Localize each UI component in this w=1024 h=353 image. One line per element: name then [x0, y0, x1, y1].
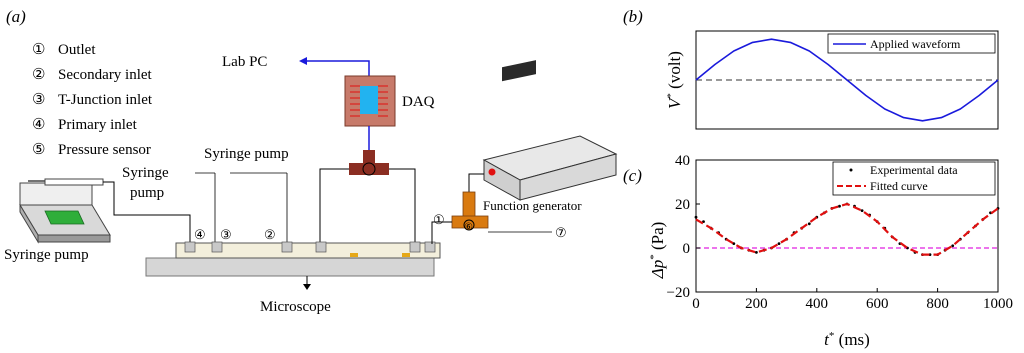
legend-num-2: ② — [32, 67, 45, 83]
port-1-label: ① — [433, 212, 445, 227]
legend-num-1: ① — [32, 42, 45, 58]
fg-wire — [468, 173, 484, 195]
x-tick-label: 1000 — [983, 296, 1013, 312]
microscope-stage — [145, 242, 441, 277]
panel-b-ylabel: V* (volt) — [665, 51, 684, 109]
y-tick-label: −20 — [667, 285, 690, 301]
daq-device — [344, 75, 396, 127]
series-applied-waveform — [695, 38, 999, 122]
function-generator-label: Function generator — [483, 198, 582, 213]
syringe-pump-mid-label-1: Syringe — [122, 165, 169, 181]
panel-c-plot — [694, 202, 1000, 256]
syringe-pump-icon — [19, 178, 111, 244]
function-generator-device — [482, 60, 618, 201]
y-tick-label: 40 — [675, 153, 690, 169]
port-4-label: ④ — [194, 227, 206, 242]
data-point — [777, 242, 781, 246]
legend-text-outlet: Outlet — [58, 42, 96, 58]
panel-a-label: (a) — [6, 7, 26, 26]
daq-label: DAQ — [402, 94, 435, 110]
tube-to-sensor — [431, 221, 452, 244]
panel-b-chart: (b) V* (volt) Applied waveform — [623, 7, 999, 130]
syringe-pump-mid-label-2: pump — [130, 185, 164, 201]
y-tick-label: 0 — [683, 241, 691, 257]
panel-b-legend: Applied waveform — [827, 33, 996, 54]
x-tick-label: 200 — [745, 296, 768, 312]
legend-text-t-junction-inlet: T-Junction inlet — [58, 92, 153, 108]
data-point — [755, 251, 758, 254]
data-point — [860, 209, 864, 213]
syringe-pump-left-label: Syringe pump — [4, 247, 89, 263]
syringe-pump-top-label: Syringe pump — [204, 146, 289, 162]
data-point — [838, 204, 841, 208]
port-6-label: ⑥ — [464, 222, 473, 233]
tube-to-outlet — [389, 168, 416, 244]
port-2-label: ② — [264, 227, 276, 242]
x-tick-label: 600 — [866, 296, 889, 312]
legend-dot-swatch — [849, 168, 853, 172]
arrow-head-icon — [299, 57, 307, 65]
outlet-sensor-tee — [451, 191, 489, 231]
port-legend: ① Outlet ② Secondary inlet ③ T-Junction … — [32, 42, 153, 158]
daq-to-pc-wire — [299, 57, 370, 76]
panel-c-xlabel: t* (ms) — [824, 330, 870, 349]
panel-c-ylabel: Δp* (Pa) — [648, 222, 667, 280]
x-tick-label: 400 — [806, 296, 829, 312]
x-tick-label: 800 — [926, 296, 949, 312]
x-tick-label: 0 — [692, 296, 700, 312]
panel-b-label: (b) — [623, 7, 643, 26]
lab-pc-label: Lab PC — [222, 54, 267, 70]
chip-ports — [184, 241, 436, 253]
panel-c-label: (c) — [623, 166, 642, 185]
data-point — [807, 222, 811, 226]
y-tick-label: 20 — [675, 197, 690, 213]
legend-num-3: ③ — [32, 92, 45, 108]
legend-text-primary-inlet: Primary inlet — [58, 117, 138, 133]
legend-text-pressure-sensor: Pressure sensor — [58, 142, 151, 158]
legend-text-secondary-inlet: Secondary inlet — [58, 67, 153, 83]
panel-c-legend: Experimental data Fitted curve — [832, 161, 996, 196]
tube-from-pump — [103, 181, 191, 244]
data-point — [951, 244, 955, 248]
pressure-sensor-tee — [349, 150, 389, 176]
port-3-label: ③ — [220, 227, 232, 242]
port-7-label: ⑦ — [555, 225, 567, 240]
panel-b-plot — [695, 38, 999, 122]
legend-applied-waveform: Applied waveform — [870, 37, 961, 51]
legend-num-5: ⑤ — [32, 142, 45, 158]
legend-experimental-data: Experimental data — [870, 163, 958, 177]
legend-fitted-curve: Fitted curve — [870, 179, 928, 193]
tube-to-inlet — [319, 168, 349, 244]
panel-a-schematic: (a) ① Outlet ② Secondary inlet ③ T-Junct… — [4, 7, 618, 315]
microscope-label: Microscope — [260, 299, 331, 315]
arrow-down-icon — [303, 284, 311, 290]
legend-num-4: ④ — [32, 117, 45, 133]
data-point — [694, 215, 698, 219]
series-fitted-curve — [695, 202, 999, 256]
